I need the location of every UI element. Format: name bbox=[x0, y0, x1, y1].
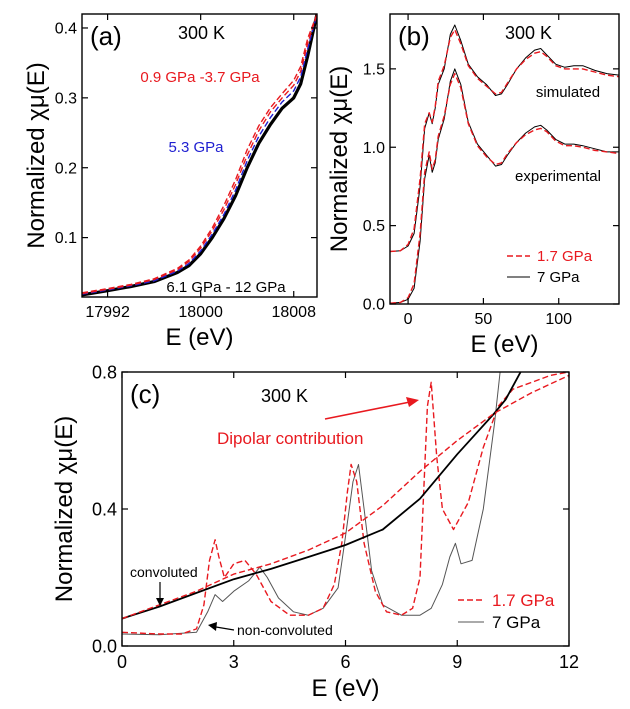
y-tick-label: 0.4 bbox=[92, 499, 117, 519]
pressure-label-red: 0.9 GPa -3.7 GPa bbox=[140, 69, 260, 86]
temperature-annotation: 300 K bbox=[178, 23, 225, 43]
y-tick-label: 0.4 bbox=[55, 21, 77, 38]
x-tick-label: 100 bbox=[545, 311, 572, 328]
series-line-3 bbox=[390, 24, 619, 252]
x-tick-label: 9 bbox=[452, 652, 462, 672]
dipolar-arrow-line bbox=[324, 401, 411, 420]
y-tick-label: 1.5 bbox=[363, 61, 385, 78]
series-group bbox=[122, 372, 569, 636]
series-line-1 bbox=[122, 372, 501, 636]
y-axis-label: Normalized χμ(E) bbox=[23, 62, 50, 248]
pressure-label-black: 6.1 GPa - 12 GPa bbox=[166, 279, 286, 296]
series-line-1 bbox=[82, 14, 317, 297]
y-axis-label: Normalized χμ(E) bbox=[51, 416, 78, 602]
x-tick-label: 18000 bbox=[178, 304, 223, 321]
y-tick-label: 0.0 bbox=[92, 636, 117, 656]
legend-label: 7 GPa bbox=[537, 269, 580, 286]
plot-frame bbox=[389, 13, 620, 305]
legend: 1.7 GPa 7 GPa bbox=[458, 591, 555, 632]
x-tick-label: 0 bbox=[117, 652, 127, 672]
x-axis-label: E (eV) bbox=[311, 675, 379, 702]
x-axis-label: E (eV) bbox=[470, 331, 538, 358]
series-line-4 bbox=[122, 374, 569, 620]
y-tick-label: 0.3 bbox=[55, 90, 77, 107]
x-tick-label: 17992 bbox=[85, 304, 130, 321]
y-tick-label: 0.8 bbox=[92, 362, 117, 382]
x-tick-label: 12 bbox=[559, 652, 579, 672]
y-tick-label: 0.0 bbox=[363, 297, 385, 314]
plot-frame bbox=[81, 13, 318, 298]
panel-label: (a) bbox=[90, 21, 122, 51]
non-convoluted-arrow-line bbox=[215, 626, 235, 631]
y-tick-label: 0.1 bbox=[55, 230, 77, 247]
x-tick-label: 3 bbox=[229, 652, 239, 672]
x-tick-label: 6 bbox=[340, 652, 350, 672]
legend-label: 1.7 GPa bbox=[492, 591, 555, 610]
simulated-label: simulated bbox=[536, 84, 600, 101]
convoluted-label: convoluted bbox=[130, 564, 198, 580]
series-line-4 bbox=[390, 29, 619, 253]
series-group bbox=[390, 24, 619, 304]
y-axis-label: Normalized χμ(E) bbox=[326, 66, 353, 252]
experimental-label: experimental bbox=[515, 168, 601, 185]
x-tick-label: 0 bbox=[404, 311, 413, 328]
x-tick-label: 50 bbox=[475, 311, 493, 328]
y-tick-label: 0.5 bbox=[363, 218, 385, 235]
legend-label: 7 GPa bbox=[492, 613, 541, 632]
series-line-2 bbox=[82, 14, 317, 295]
series-line-3 bbox=[82, 14, 317, 295]
series-line-1 bbox=[390, 68, 619, 304]
series-line-3 bbox=[122, 372, 522, 620]
dipolar-arrow-head bbox=[406, 397, 419, 407]
legend: 1.7 GPa 7 GPa bbox=[507, 248, 593, 286]
panel-label: (b) bbox=[398, 21, 430, 51]
non-convoluted-label: non-convoluted bbox=[237, 622, 333, 638]
non-convoluted-arrow-head bbox=[208, 622, 217, 631]
temperature-annotation: 300 K bbox=[505, 23, 552, 43]
series-line-2 bbox=[122, 372, 569, 635]
series-group bbox=[82, 14, 317, 297]
x-axis-label: E (eV) bbox=[165, 324, 233, 351]
panel-label: (c) bbox=[130, 379, 160, 409]
panel-a: 17992 18000 18008 0.1 0.2 0.3 0.4 E (eV) Normali… bbox=[23, 13, 318, 351]
y-tick-label: 0.2 bbox=[55, 160, 77, 177]
x-tick-label: 18008 bbox=[271, 304, 316, 321]
legend-label: 1.7 GPa bbox=[537, 248, 593, 265]
series-line-4 bbox=[82, 14, 317, 294]
pressure-label-blue: 5.3 GPa bbox=[168, 139, 224, 156]
convoluted-arrow-head bbox=[156, 598, 164, 606]
dipolar-contribution-label: Dipolar contribution bbox=[217, 429, 363, 448]
panel-b: 0 50 100 0.0 0.5 1.0 1.5 E (eV) Normalized χμ(E)… bbox=[326, 13, 620, 358]
y-tick-label: 1.0 bbox=[363, 140, 385, 157]
temperature-annotation: 300 K bbox=[261, 386, 308, 406]
panel-c: 0 3 6 9 12 0.0 0.4 0.8 E (eV) Normalized χμ(E) (c)… bbox=[51, 362, 579, 702]
